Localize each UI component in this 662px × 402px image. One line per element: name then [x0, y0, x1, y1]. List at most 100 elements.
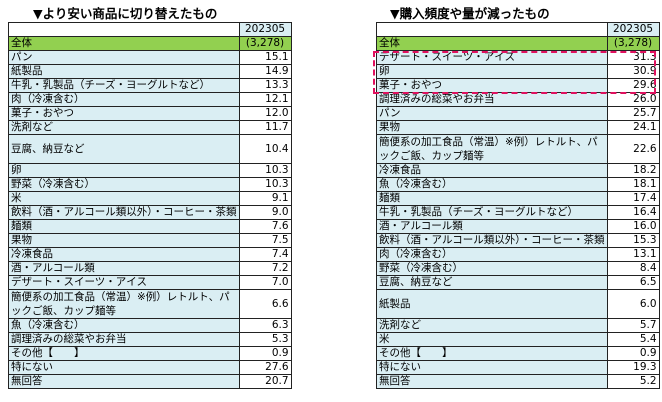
table-row: 紙製品 6.0: [376, 289, 660, 319]
table-row: 卵 10.3: [8, 163, 292, 178]
table-row: 調理済みの総菜やお弁当 5.3: [8, 332, 292, 347]
table-row: 米 9.1: [8, 191, 292, 206]
row-label: 牛乳・乳製品（チーズ・ヨーグルトなど）: [376, 205, 608, 220]
column-header: 202305: [606, 22, 660, 37]
row-label: 飲料（酒・アルコール類以外）・コーヒー・茶類: [8, 205, 240, 220]
row-label: パン: [376, 106, 608, 121]
table-row: 特にない 19.3: [376, 360, 660, 375]
total-label: 全体: [376, 36, 608, 51]
table-row: 麺類 7.6: [8, 219, 292, 234]
table-row: 果物 24.1: [376, 120, 660, 135]
row-label: パン: [8, 50, 240, 65]
row-value: 26.0: [606, 92, 660, 107]
row-label: 野菜（冷凍含む）: [376, 261, 608, 276]
row-value: 15.3: [606, 233, 660, 248]
row-value: 9.0: [238, 205, 292, 220]
row-value: 11.7: [238, 120, 292, 135]
row-value: 20.7: [238, 374, 292, 389]
row-label: 菓子・おやつ: [376, 78, 608, 93]
row-label: 簡便系の加工食品（常温）※例）レトルト、パックご飯、カップ麺等: [376, 134, 608, 164]
row-label: 冷凍食品: [376, 163, 608, 178]
table-row: 野菜（冷凍含む） 10.3: [8, 177, 292, 192]
total-row: 全体 (3,278): [376, 36, 660, 51]
row-value: 10.4: [238, 134, 292, 164]
column-header: 202305: [238, 22, 292, 37]
row-label: デザート・スイーツ・アイス: [376, 50, 608, 65]
row-label: 洗剤など: [376, 318, 608, 333]
total-row: 全体 (3,278): [8, 36, 292, 51]
row-value: 5.4: [606, 332, 660, 347]
table-row: 卵 30.9: [376, 64, 660, 79]
row-value: 24.1: [606, 120, 660, 135]
row-value: 27.6: [238, 360, 292, 375]
header-row: 202305: [376, 22, 660, 37]
row-label: 麺類: [8, 219, 240, 234]
table-row: 豆腐、納豆など 10.4: [8, 134, 292, 164]
table-row: 特にない 27.6: [8, 360, 292, 375]
row-value: 6.5: [606, 275, 660, 290]
row-label: 特にない: [8, 360, 240, 375]
row-label: 酒・アルコール類: [8, 261, 240, 276]
table-row: 酒・アルコール類 16.0: [376, 219, 660, 234]
row-value: 12.0: [238, 106, 292, 121]
row-label: 紙製品: [376, 289, 608, 319]
table-row: 洗剤など 11.7: [8, 120, 292, 135]
row-label: 果物: [8, 233, 240, 248]
row-value: 6.0: [606, 289, 660, 319]
right-table-title: ▼購入頻度や量が減ったもの: [390, 6, 550, 21]
row-value: 25.7: [606, 106, 660, 121]
header-row: 202305: [8, 22, 292, 37]
row-label: 菓子・おやつ: [8, 106, 240, 121]
table-row: パン 15.1: [8, 50, 292, 65]
table-row: 魚（冷凍含む） 18.1: [376, 177, 660, 192]
table-row: 魚（冷凍含む） 6.3: [8, 318, 292, 333]
header-blank-cell: [8, 22, 240, 37]
table-row: 肉（冷凍含む） 13.1: [376, 247, 660, 262]
row-label: 卵: [376, 64, 608, 79]
left-table-title: ▼より安い商品に切り替えたもの: [33, 6, 218, 21]
row-label: 牛乳・乳製品（チーズ・ヨーグルトなど）: [8, 78, 240, 93]
row-value: 5.3: [238, 332, 292, 347]
table-row: デザート・スイーツ・アイス 31.3: [376, 50, 660, 65]
row-value: 18.1: [606, 177, 660, 192]
table-row: その他【 】 0.9: [8, 346, 292, 361]
total-value: (3,278): [238, 36, 292, 51]
row-label: 無回答: [8, 374, 240, 389]
row-value: 12.1: [238, 92, 292, 107]
row-value: 22.6: [606, 134, 660, 164]
row-value: 7.5: [238, 233, 292, 248]
total-value: (3,278): [606, 36, 660, 51]
table-row: 無回答 20.7: [8, 374, 292, 389]
row-label: 魚（冷凍含む）: [8, 318, 240, 333]
row-value: 15.1: [238, 50, 292, 65]
table-row: パン 25.7: [376, 106, 660, 121]
row-value: 10.3: [238, 163, 292, 178]
row-value: 13.1: [606, 247, 660, 262]
table-row: 飲料（酒・アルコール類以外）・コーヒー・茶類 15.3: [376, 233, 660, 248]
row-value: 18.2: [606, 163, 660, 178]
row-value: 14.9: [238, 64, 292, 79]
table-row: 冷凍食品 18.2: [376, 163, 660, 178]
row-label: 肉（冷凍含む）: [8, 92, 240, 107]
row-label: その他【 】: [8, 346, 240, 361]
row-label: 野菜（冷凍含む）: [8, 177, 240, 192]
total-label: 全体: [8, 36, 240, 51]
table-row: 菓子・おやつ 29.6: [376, 78, 660, 93]
reduced-purchase-table: 202305 全体 (3,278) デザート・スイーツ・アイス 31.3 卵 30.9 菓子・…: [376, 22, 660, 389]
row-value: 7.0: [238, 275, 292, 290]
row-value: 6.3: [238, 318, 292, 333]
row-label: 調理済みの総菜やお弁当: [376, 92, 608, 107]
row-label: 米: [376, 332, 608, 347]
row-value: 13.3: [238, 78, 292, 93]
row-label: 簡便系の加工食品（常温）※例）レトルト、パックご飯、カップ麺等: [8, 289, 240, 319]
table-row: 米 5.4: [376, 332, 660, 347]
row-value: 30.9: [606, 64, 660, 79]
row-label: 調理済みの総菜やお弁当: [8, 332, 240, 347]
table-row: 簡便系の加工食品（常温）※例）レトルト、パックご飯、カップ麺等 6.6: [8, 289, 292, 319]
row-label: 紙製品: [8, 64, 240, 79]
row-value: 7.6: [238, 219, 292, 234]
row-value: 6.6: [238, 289, 292, 319]
row-value: 17.4: [606, 191, 660, 206]
row-value: 8.4: [606, 261, 660, 276]
row-label: 冷凍食品: [8, 247, 240, 262]
